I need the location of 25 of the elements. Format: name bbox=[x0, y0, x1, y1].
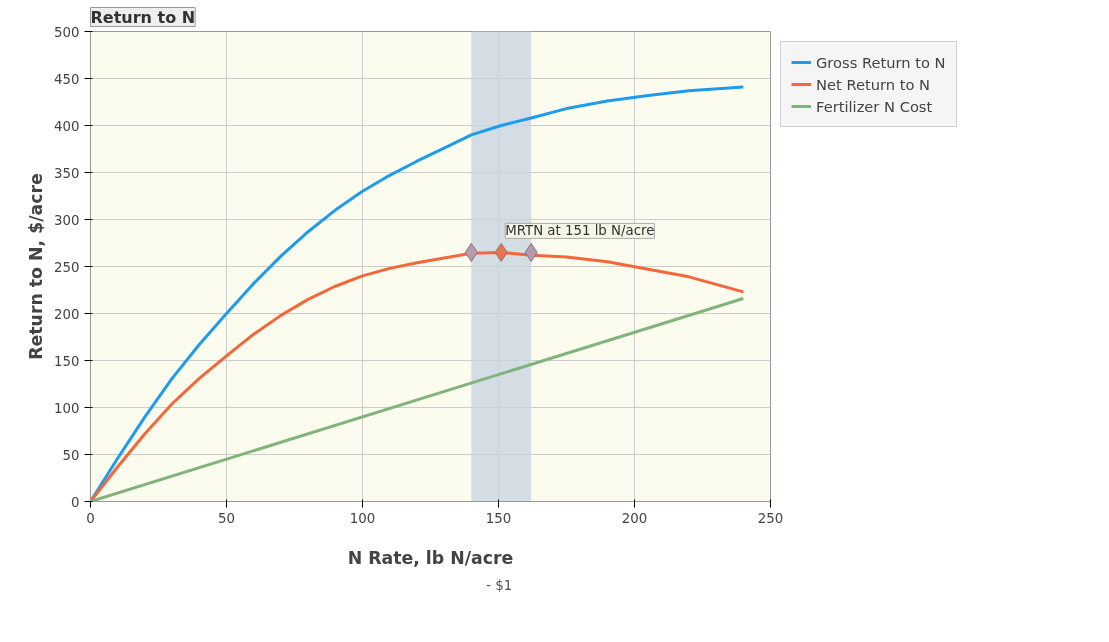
x-tick-label: 100 bbox=[349, 510, 376, 526]
y-tick-label: 400 bbox=[54, 118, 80, 134]
y-tick-label: 50 bbox=[62, 447, 80, 463]
chart-title: Return to N bbox=[90, 7, 196, 27]
x-tick-label: 250 bbox=[757, 510, 784, 526]
text: - $1 bbox=[486, 577, 513, 593]
y-tick-label: 100 bbox=[54, 400, 80, 416]
x-tick-label: 150 bbox=[485, 510, 512, 526]
y-tick-label: 250 bbox=[54, 259, 80, 275]
y-tick-label: 0 bbox=[71, 494, 80, 510]
y-tick-label: 350 bbox=[54, 165, 80, 181]
annotation: MRTN at 151 lb N/acre bbox=[505, 223, 655, 239]
x-tick-label: 0 bbox=[86, 510, 95, 526]
y-tick-label: 150 bbox=[54, 353, 80, 369]
legend-label: Gross Return to N bbox=[816, 53, 946, 71]
y-tick-label: 300 bbox=[54, 212, 80, 228]
y-tick-label: 500 bbox=[54, 24, 80, 40]
legend-label: Fertilizer N Cost bbox=[816, 97, 933, 115]
x-tick-label: 50 bbox=[218, 510, 235, 526]
x-tick-label: 200 bbox=[621, 510, 648, 526]
y-tick-label: 450 bbox=[54, 71, 80, 87]
legend-label: Net Return to N bbox=[816, 75, 931, 93]
x-axis-title: N Rate, lb N/acre bbox=[347, 547, 514, 568]
y-axis-title: Return to N, $/acre bbox=[26, 173, 47, 360]
y-tick-label: 200 bbox=[54, 306, 80, 322]
